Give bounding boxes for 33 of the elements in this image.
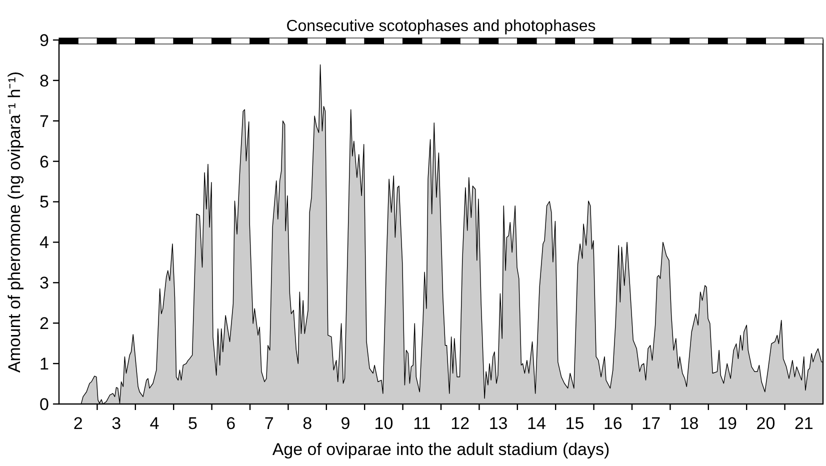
x-tick-label: 14: [527, 414, 546, 433]
x-tick-label: 16: [603, 414, 622, 433]
x-tick-label: 20: [756, 414, 776, 433]
x-tick-label: 5: [188, 414, 198, 433]
y-tick-label: 2: [40, 314, 49, 334]
x-tick-label: 4: [150, 414, 160, 433]
y-tick-label: 9: [40, 30, 49, 50]
y-tick-label: 5: [40, 192, 49, 212]
x-tick-label: 2: [73, 414, 83, 433]
x-tick-label: 21: [794, 414, 814, 433]
x-tick-label: 3: [112, 414, 122, 433]
x-tick-label: 8: [302, 414, 312, 433]
y-tick-label: 8: [40, 71, 49, 90]
chart-title: Consecutive scotophases and photophases: [286, 18, 596, 35]
y-tick-label: 7: [40, 112, 49, 131]
x-tick-label: 6: [226, 414, 236, 433]
x-tick-label: 11: [413, 414, 431, 433]
x-tick-label: 7: [264, 414, 274, 433]
y-tick-label: 6: [40, 152, 49, 172]
x-tick-label: 17: [642, 414, 661, 433]
x-tick-label: 12: [450, 414, 470, 433]
x-axis-title: Age of oviparae into the adult stadium (days): [272, 440, 610, 459]
y-axis-title: Amount of pheromone (ng ovipara⁻¹ h⁻¹): [5, 71, 24, 373]
x-tick-label: 15: [565, 414, 584, 433]
x-tick-label: 13: [488, 414, 508, 433]
x-tick-label: 19: [718, 414, 737, 433]
y-tick-label: 4: [40, 233, 49, 252]
y-tick-label: 0: [40, 394, 49, 414]
x-tick-label: 18: [680, 414, 699, 433]
x-tick-label: 10: [374, 414, 394, 433]
x-tick-label: 9: [340, 414, 350, 433]
y-tick-label: 3: [40, 274, 49, 293]
y-tick-label: 1: [40, 354, 49, 374]
